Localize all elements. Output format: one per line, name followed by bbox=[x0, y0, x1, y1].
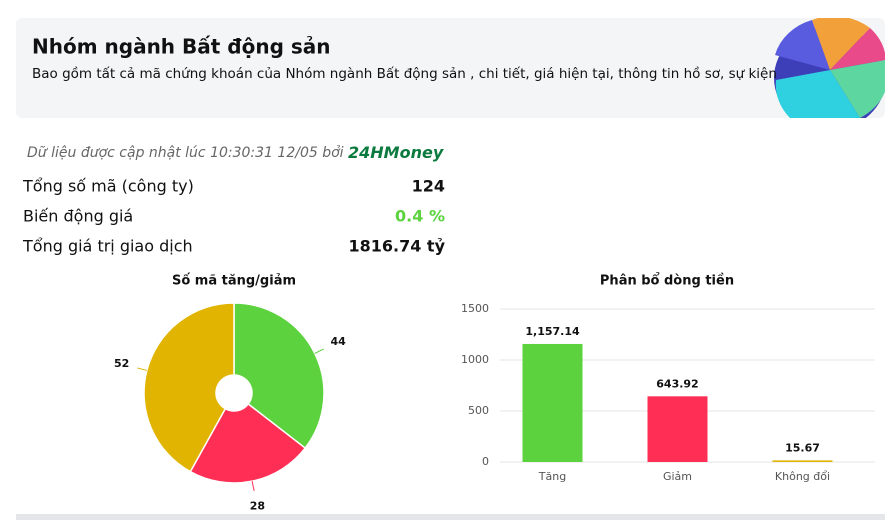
header-illustration bbox=[774, 18, 885, 118]
leader-line bbox=[137, 367, 147, 371]
x-tick-label: Tăng bbox=[538, 470, 566, 483]
pie-label: 28 bbox=[250, 500, 265, 513]
x-tick-label: Không đổi bbox=[775, 470, 830, 483]
stat-value: 0.4 % bbox=[395, 207, 445, 226]
y-tick-label: 500 bbox=[468, 404, 489, 417]
stat-label: Biến động giá bbox=[23, 207, 133, 226]
chart-title: Phân bổ dòng tiền bbox=[600, 273, 734, 289]
y-tick-label: 0 bbox=[482, 455, 489, 468]
value-label: 1,157.14 bbox=[525, 325, 580, 338]
stat-label: Tổng giá trị giao dịch bbox=[22, 237, 193, 256]
stat-value: 124 bbox=[412, 177, 445, 196]
leader-line bbox=[251, 481, 255, 492]
value-label: 15.67 bbox=[785, 441, 820, 454]
pie-slice bbox=[143, 302, 235, 473]
chart-title: Số mã tăng/giảm bbox=[172, 274, 296, 289]
bar bbox=[647, 396, 708, 462]
page-title: Nhóm ngành Bất động sản bbox=[32, 35, 331, 59]
y-tick-label: 1000 bbox=[461, 353, 489, 366]
header-card bbox=[16, 18, 885, 118]
pie-slice bbox=[189, 402, 307, 484]
update-text: Dữ liệu được cập nhật lúc 10:30:31 12/05… bbox=[27, 145, 344, 161]
update-note: Dữ liệu được cập nhật lúc 10:30:31 12/05… bbox=[27, 143, 444, 162]
y-tick-label: 1500 bbox=[461, 302, 489, 315]
source-link[interactable]: 24HMoney bbox=[348, 143, 444, 162]
pie-slice bbox=[233, 302, 325, 450]
pie-label: 52 bbox=[114, 357, 129, 370]
stat-value: 1816.74 tỷ bbox=[348, 237, 445, 256]
page-description: Bao gồm tất cả mã chứng khoán của Nhóm n… bbox=[32, 65, 777, 82]
leader-line bbox=[314, 348, 325, 354]
value-label: 643.92 bbox=[656, 377, 698, 390]
bar bbox=[772, 460, 833, 462]
bar bbox=[522, 343, 583, 462]
stat-label: Tổng số mã (công ty) bbox=[22, 177, 194, 196]
x-tick-label: Giảm bbox=[663, 470, 692, 483]
pie-label: 44 bbox=[330, 335, 346, 348]
